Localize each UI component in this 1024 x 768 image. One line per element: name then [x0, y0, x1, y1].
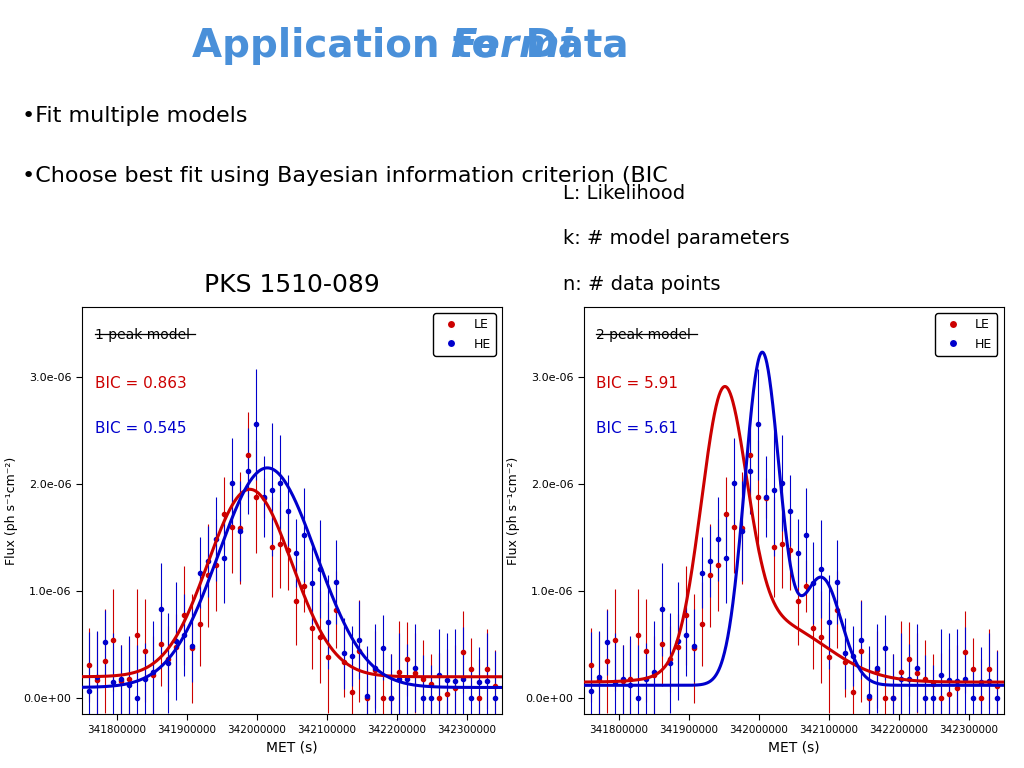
- Legend: LE, HE: LE, HE: [433, 313, 496, 356]
- Text: 2 peak model: 2 peak model: [596, 327, 691, 342]
- Text: 1 peak model: 1 peak model: [94, 327, 189, 342]
- Text: n: # data points: n: # data points: [563, 275, 721, 294]
- Text: •Choose best fit using Bayesian information criterion (BIC: •Choose best fit using Bayesian informat…: [23, 166, 668, 186]
- X-axis label: MET (s): MET (s): [768, 740, 819, 754]
- Text: •Fit multiple models: •Fit multiple models: [23, 106, 248, 126]
- Text: PKS 1510-089: PKS 1510-089: [204, 273, 380, 297]
- Legend: LE, HE: LE, HE: [935, 313, 997, 356]
- Text: BIC = 5.91: BIC = 5.91: [596, 376, 678, 392]
- Y-axis label: Flux (ph s⁻¹cm⁻²): Flux (ph s⁻¹cm⁻²): [5, 457, 18, 564]
- Text: BIC = 5.61: BIC = 5.61: [596, 421, 678, 436]
- Text: Fermi: Fermi: [451, 27, 573, 65]
- Y-axis label: Flux (ph s⁻¹cm⁻²): Flux (ph s⁻¹cm⁻²): [507, 457, 520, 564]
- Text: Data: Data: [512, 27, 629, 65]
- Text: L: Likelihood: L: Likelihood: [563, 184, 685, 203]
- X-axis label: MET (s): MET (s): [266, 740, 317, 754]
- Text: k: # model parameters: k: # model parameters: [563, 229, 790, 248]
- Text: Application to: Application to: [193, 27, 512, 65]
- Text: BIC = 0.545: BIC = 0.545: [94, 421, 186, 436]
- Text: BIC = 0.863: BIC = 0.863: [94, 376, 186, 392]
